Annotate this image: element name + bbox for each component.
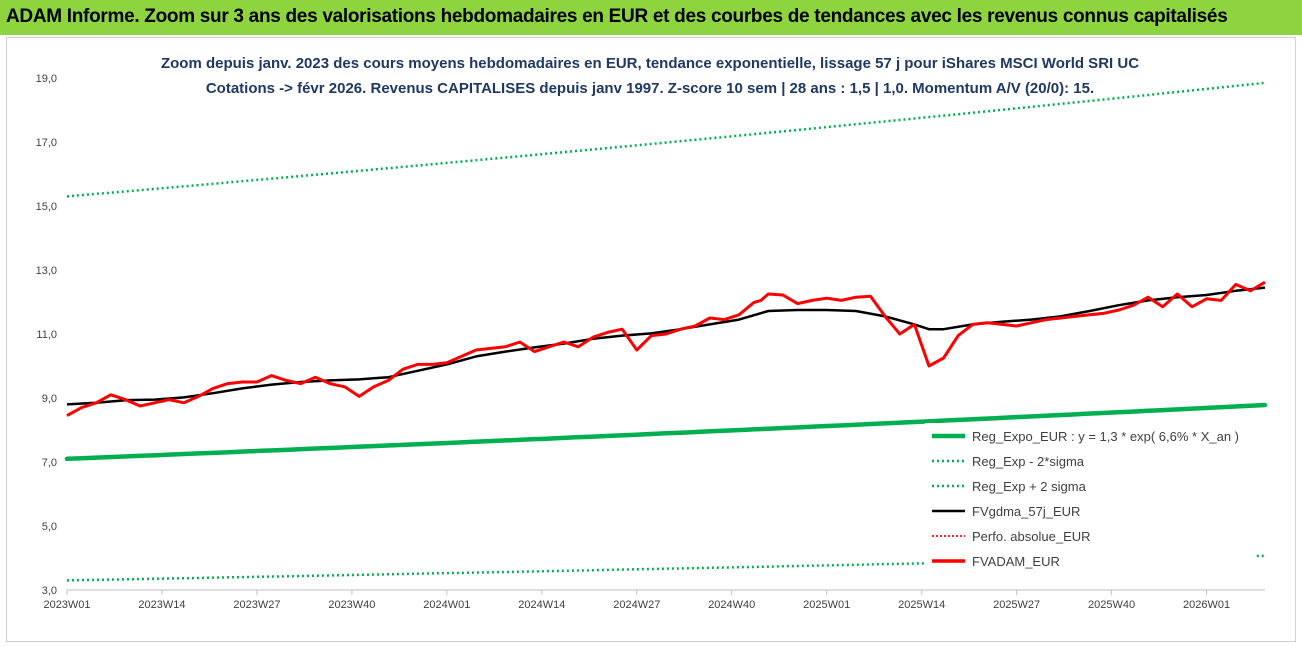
x-tick-label: 2024W01 [423, 599, 470, 611]
x-tick-label: 2024W40 [708, 599, 755, 611]
y-tick-label: 19,0 [36, 73, 57, 85]
series-upper-band [66, 81, 1266, 198]
x-tick-label: 2025W14 [898, 599, 945, 611]
series-price [66, 280, 1266, 417]
legend-label-reg: Reg_Expo_EUR : y = 1,3 * exp( 6,6% * X_a… [972, 429, 1239, 444]
banner-title: ADAM Informe. Zoom sur 3 ans des valoris… [6, 6, 1228, 27]
legend-label-perf: Perfo. absolue_EUR [972, 529, 1091, 544]
x-tick-label: 2024W27 [613, 599, 660, 611]
y-tick-label: 13,0 [36, 265, 57, 277]
legend-label-upper: Reg_Exp + 2 sigma [972, 479, 1087, 494]
x-tick-label: 2025W27 [993, 599, 1040, 611]
legend-label-lower: Reg_Exp - 2*sigma [972, 454, 1085, 469]
x-tick-label: 2026W01 [1183, 599, 1230, 611]
y-tick-label: 3,0 [42, 585, 57, 597]
x-tick-label: 2023W01 [43, 599, 90, 611]
legend: Reg_Expo_EUR : y = 1,3 * exp( 6,6% * X_a… [925, 423, 1255, 569]
y-tick-label: 11,0 [36, 329, 57, 341]
chart-frame [6, 37, 1296, 642]
y-tick-label: 5,0 [42, 521, 57, 533]
legend-label-price: FVADAM_EUR [972, 554, 1060, 569]
x-tick-label: 2023W14 [138, 599, 185, 611]
chart-title-line-2: Cotations -> févr 2026. Revenus CAPITALI… [206, 80, 1094, 97]
axes: 3,0 5,0 7,0 9,0 11,0 13,0 15,0 17,0 19,0 2023W01 2… [36, 73, 1265, 611]
legend-background [925, 423, 1255, 569]
chart-title-line-1: Zoom depuis janv. 2023 des cours moyens … [161, 55, 1139, 72]
series-moving-average [66, 286, 1266, 406]
y-tick-label: 15,0 [36, 201, 57, 213]
series-regression [64, 402, 1268, 462]
x-tick-label: 2023W27 [233, 599, 280, 611]
plot-area [64, 81, 1268, 582]
x-tick-label: 2025W40 [1088, 599, 1135, 611]
x-tick-label: 2025W01 [803, 599, 850, 611]
y-tick-label: 9,0 [42, 393, 57, 405]
title-banner: ADAM Informe. Zoom sur 3 ans des valoris… [0, 0, 1302, 35]
legend-label-ma: FVgdma_57j_EUR [972, 504, 1080, 519]
y-tick-label: 7,0 [42, 457, 57, 469]
x-tick-label: 2023W40 [328, 599, 375, 611]
x-tick-label: 2024W14 [518, 599, 565, 611]
y-tick-label: 17,0 [36, 137, 57, 149]
